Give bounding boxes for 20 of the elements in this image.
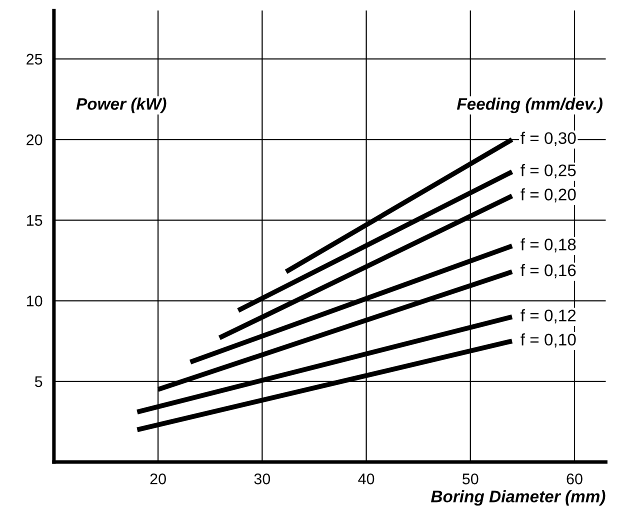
series-label: f = 0,25 <box>520 164 576 178</box>
series-label: f = 0,20 <box>520 188 576 202</box>
y-tick-label: 20 <box>26 134 42 146</box>
y-tick-label: 10 <box>27 296 42 306</box>
y-tick-label: 25 <box>26 54 42 65</box>
series-label: f = 0,18 <box>520 238 576 252</box>
x-tick-label: 50 <box>462 474 478 484</box>
x-tick-label: 60 <box>566 474 582 484</box>
series-label: f = 0,12 <box>520 309 576 324</box>
y-axis-title: Power (kW) <box>76 98 166 114</box>
y-tick-label: 5 <box>34 376 42 388</box>
x-tick-label: 30 <box>254 474 270 484</box>
legend-title: Feeding (mm/dev.) <box>456 98 603 114</box>
y-tick-label: 15 <box>27 215 42 226</box>
series-label: f = 0,10 <box>520 333 576 348</box>
series-label: f = 0,16 <box>520 264 576 278</box>
x-axis-title: Boring Diameter (mm) <box>431 490 606 506</box>
series-label: f = 0,30 <box>520 132 576 146</box>
x-tick-label: 40 <box>358 474 374 484</box>
x-tick-label: 20 <box>150 474 166 484</box>
